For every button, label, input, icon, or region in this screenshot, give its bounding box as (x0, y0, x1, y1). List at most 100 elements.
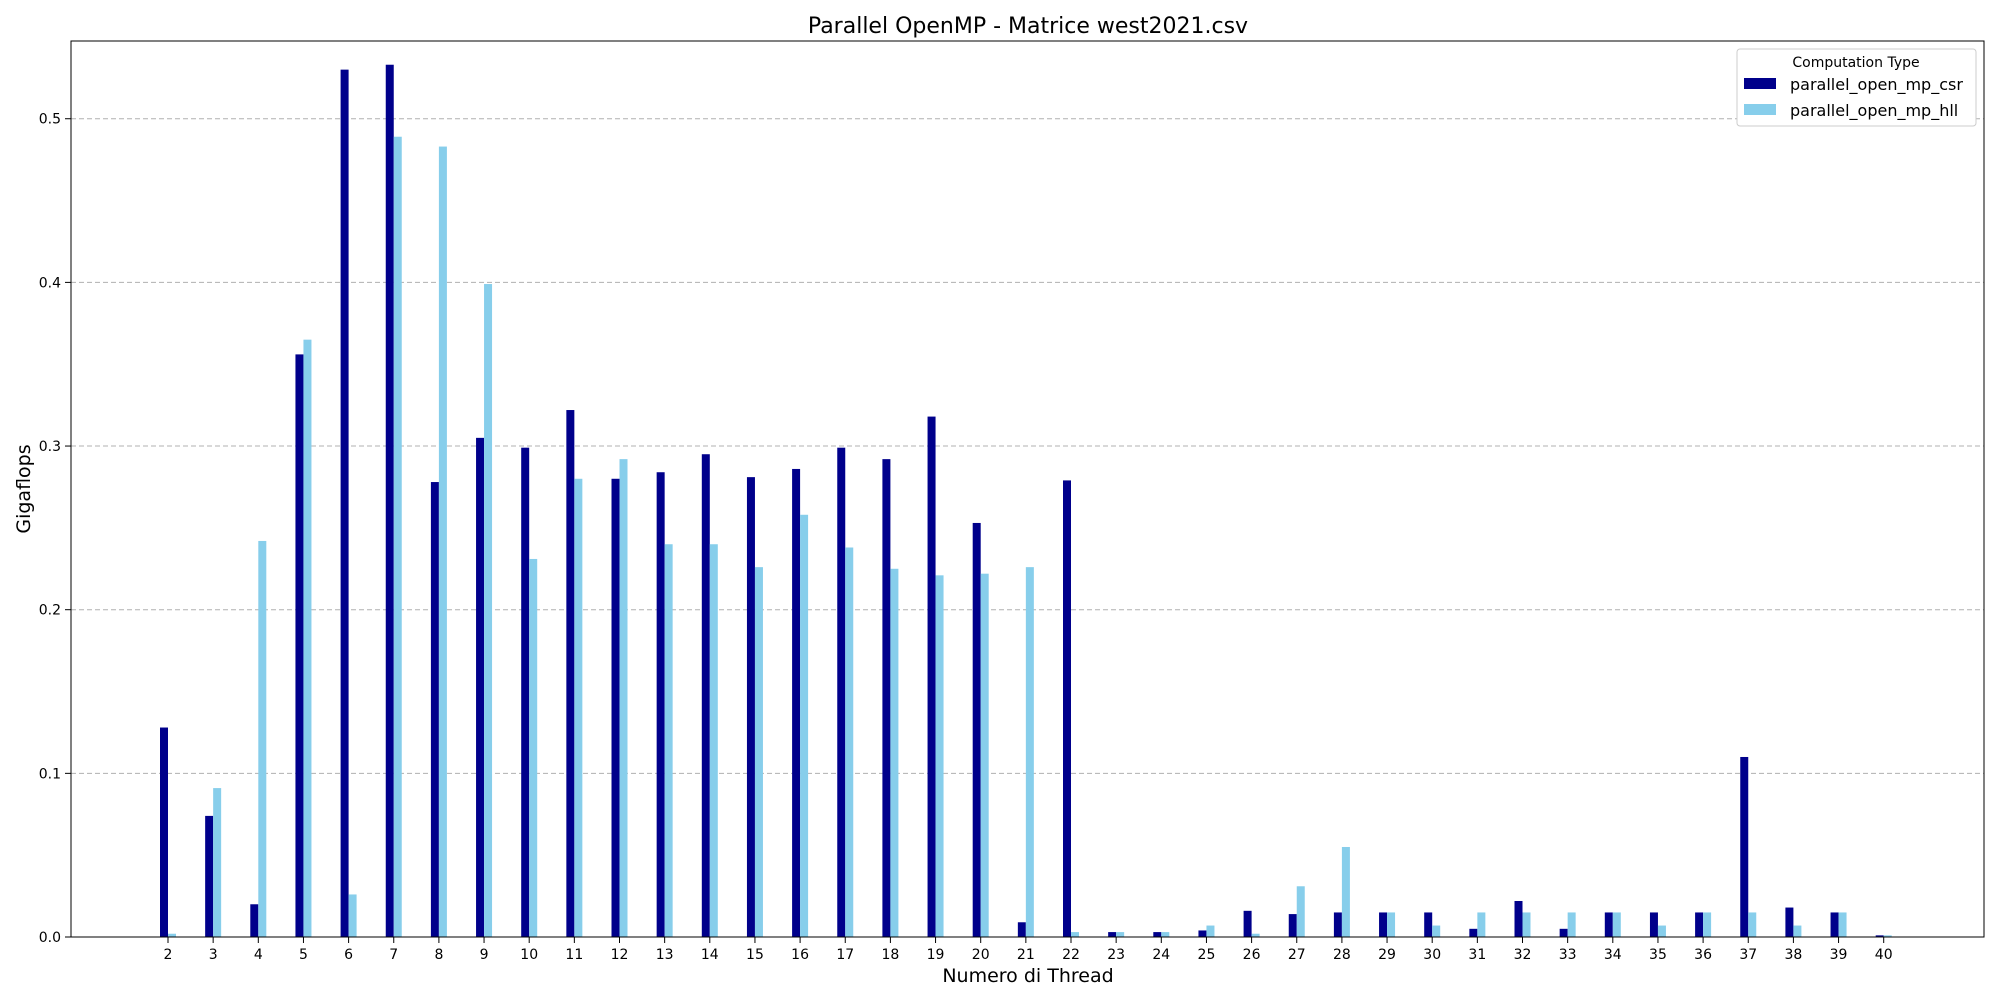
bar-csr (1514, 900, 1523, 937)
x-tick-label: 37 (1739, 947, 1757, 963)
y-tick-label: 0.3 (39, 439, 61, 455)
y-tick-label: 0.5 (39, 112, 61, 128)
plot-area-frame (70, 40, 1985, 938)
x-tick-label: 16 (791, 947, 809, 963)
bar-hll (1883, 935, 1892, 937)
bars (160, 64, 1892, 938)
bar-hll (1432, 925, 1441, 937)
bar-hll (1612, 912, 1621, 937)
bar-hll (935, 575, 944, 937)
bar-csr (701, 454, 710, 937)
bar-hll (1567, 912, 1576, 937)
bar-hll (709, 544, 718, 937)
bar-csr (882, 459, 891, 937)
bar-csr (1740, 756, 1749, 937)
x-tick-label: 11 (565, 947, 583, 963)
bar-csr (972, 522, 981, 937)
bar-csr (1785, 907, 1794, 937)
x-tick-label: 3 (209, 947, 218, 963)
y-tick-label: 0.2 (39, 603, 61, 619)
legend-swatch-csr (1744, 78, 1776, 89)
bar-csr (1559, 928, 1568, 937)
x-tick-label: 38 (1784, 947, 1802, 963)
bar-csr (430, 482, 439, 937)
bar-hll (1522, 912, 1531, 937)
x-tick-label: 10 (520, 947, 538, 963)
bar-csr (611, 478, 620, 937)
x-tick-label: 20 (972, 947, 990, 963)
x-tick-label: 12 (611, 947, 629, 963)
x-tick-label: 6 (344, 947, 353, 963)
bar-hll (619, 459, 628, 937)
bar-hll (529, 558, 538, 937)
y-axis-ticks: 0.0 0.1 0.2 0.3 0.4 0.5 (39, 112, 71, 946)
bar-hll (348, 894, 357, 937)
x-tick-label: 27 (1288, 947, 1306, 963)
x-tick-label: 23 (1107, 947, 1125, 963)
bar-csr (1649, 912, 1658, 937)
bar-hll (890, 568, 899, 937)
y-tick-label: 0.4 (39, 275, 61, 291)
bar-csr (1333, 912, 1342, 937)
bar-csr (1288, 914, 1297, 937)
bar-hll (258, 540, 267, 937)
bar-hll (438, 146, 447, 938)
bar-hll (1387, 912, 1396, 937)
bar-csr (205, 815, 214, 937)
x-tick-label: 33 (1559, 947, 1577, 963)
bar-hll (1477, 912, 1486, 937)
x-axis-ticks: 2 3 4 5 6 7 8 9 10 11 12 13 14 15 16 17 18 19 20 21 22 23 24 25… (164, 937, 1893, 963)
bar-hll (484, 284, 493, 937)
bar-hll (1793, 925, 1802, 937)
bar-csr (1108, 932, 1117, 937)
x-tick-label: 15 (746, 947, 764, 963)
chart-title: Parallel OpenMP - Matrice west2021.csv (808, 14, 1248, 39)
bar-csr (1695, 912, 1704, 937)
bar-csr (476, 437, 485, 937)
x-tick-label: 21 (1017, 947, 1035, 963)
bar-csr (1469, 928, 1478, 937)
bar-csr (746, 477, 755, 937)
x-tick-label: 34 (1604, 947, 1622, 963)
x-tick-label: 40 (1875, 947, 1893, 963)
bar-hll (1251, 933, 1260, 937)
x-tick-label: 28 (1333, 947, 1351, 963)
bar-hll (1748, 912, 1757, 937)
bar-hll (1703, 912, 1712, 937)
x-tick-label: 26 (1243, 947, 1261, 963)
bar-csr (837, 447, 846, 937)
legend-title: Computation Type (1792, 55, 1919, 71)
bar-csr (1379, 912, 1388, 937)
bar-csr (1830, 912, 1839, 937)
legend-label-hll: parallel_open_mp_hll (1790, 101, 1958, 121)
bar-hll (980, 573, 989, 937)
bar-csr (927, 416, 936, 937)
x-axis-label: Numero di Thread (942, 965, 1113, 987)
bar-hll (1116, 932, 1125, 937)
bar-hll (800, 514, 809, 937)
bar-csr (295, 354, 304, 937)
legend-label-csr: parallel_open_mp_csr (1790, 75, 1963, 95)
bar-csr (792, 468, 801, 937)
bar-csr (1424, 912, 1433, 937)
x-tick-label: 36 (1694, 947, 1712, 963)
bar-csr (1604, 912, 1613, 937)
bar-csr (1243, 910, 1252, 937)
x-tick-label: 29 (1378, 947, 1396, 963)
bar-csr (160, 727, 168, 937)
x-tick-label: 18 (881, 947, 899, 963)
bar-csr (250, 904, 259, 937)
x-tick-label: 31 (1468, 947, 1486, 963)
legend-box (1736, 48, 1977, 127)
x-tick-label: 17 (836, 947, 854, 963)
x-tick-label: 30 (1423, 947, 1441, 963)
bar-csr (566, 410, 575, 937)
bar-csr (1198, 930, 1207, 937)
bar-csr (1017, 922, 1026, 937)
bar-hll (213, 788, 222, 937)
bar-hll (1025, 567, 1034, 937)
bar-hll (1296, 886, 1305, 937)
bar-hll (664, 544, 673, 937)
x-tick-label: 5 (299, 947, 308, 963)
